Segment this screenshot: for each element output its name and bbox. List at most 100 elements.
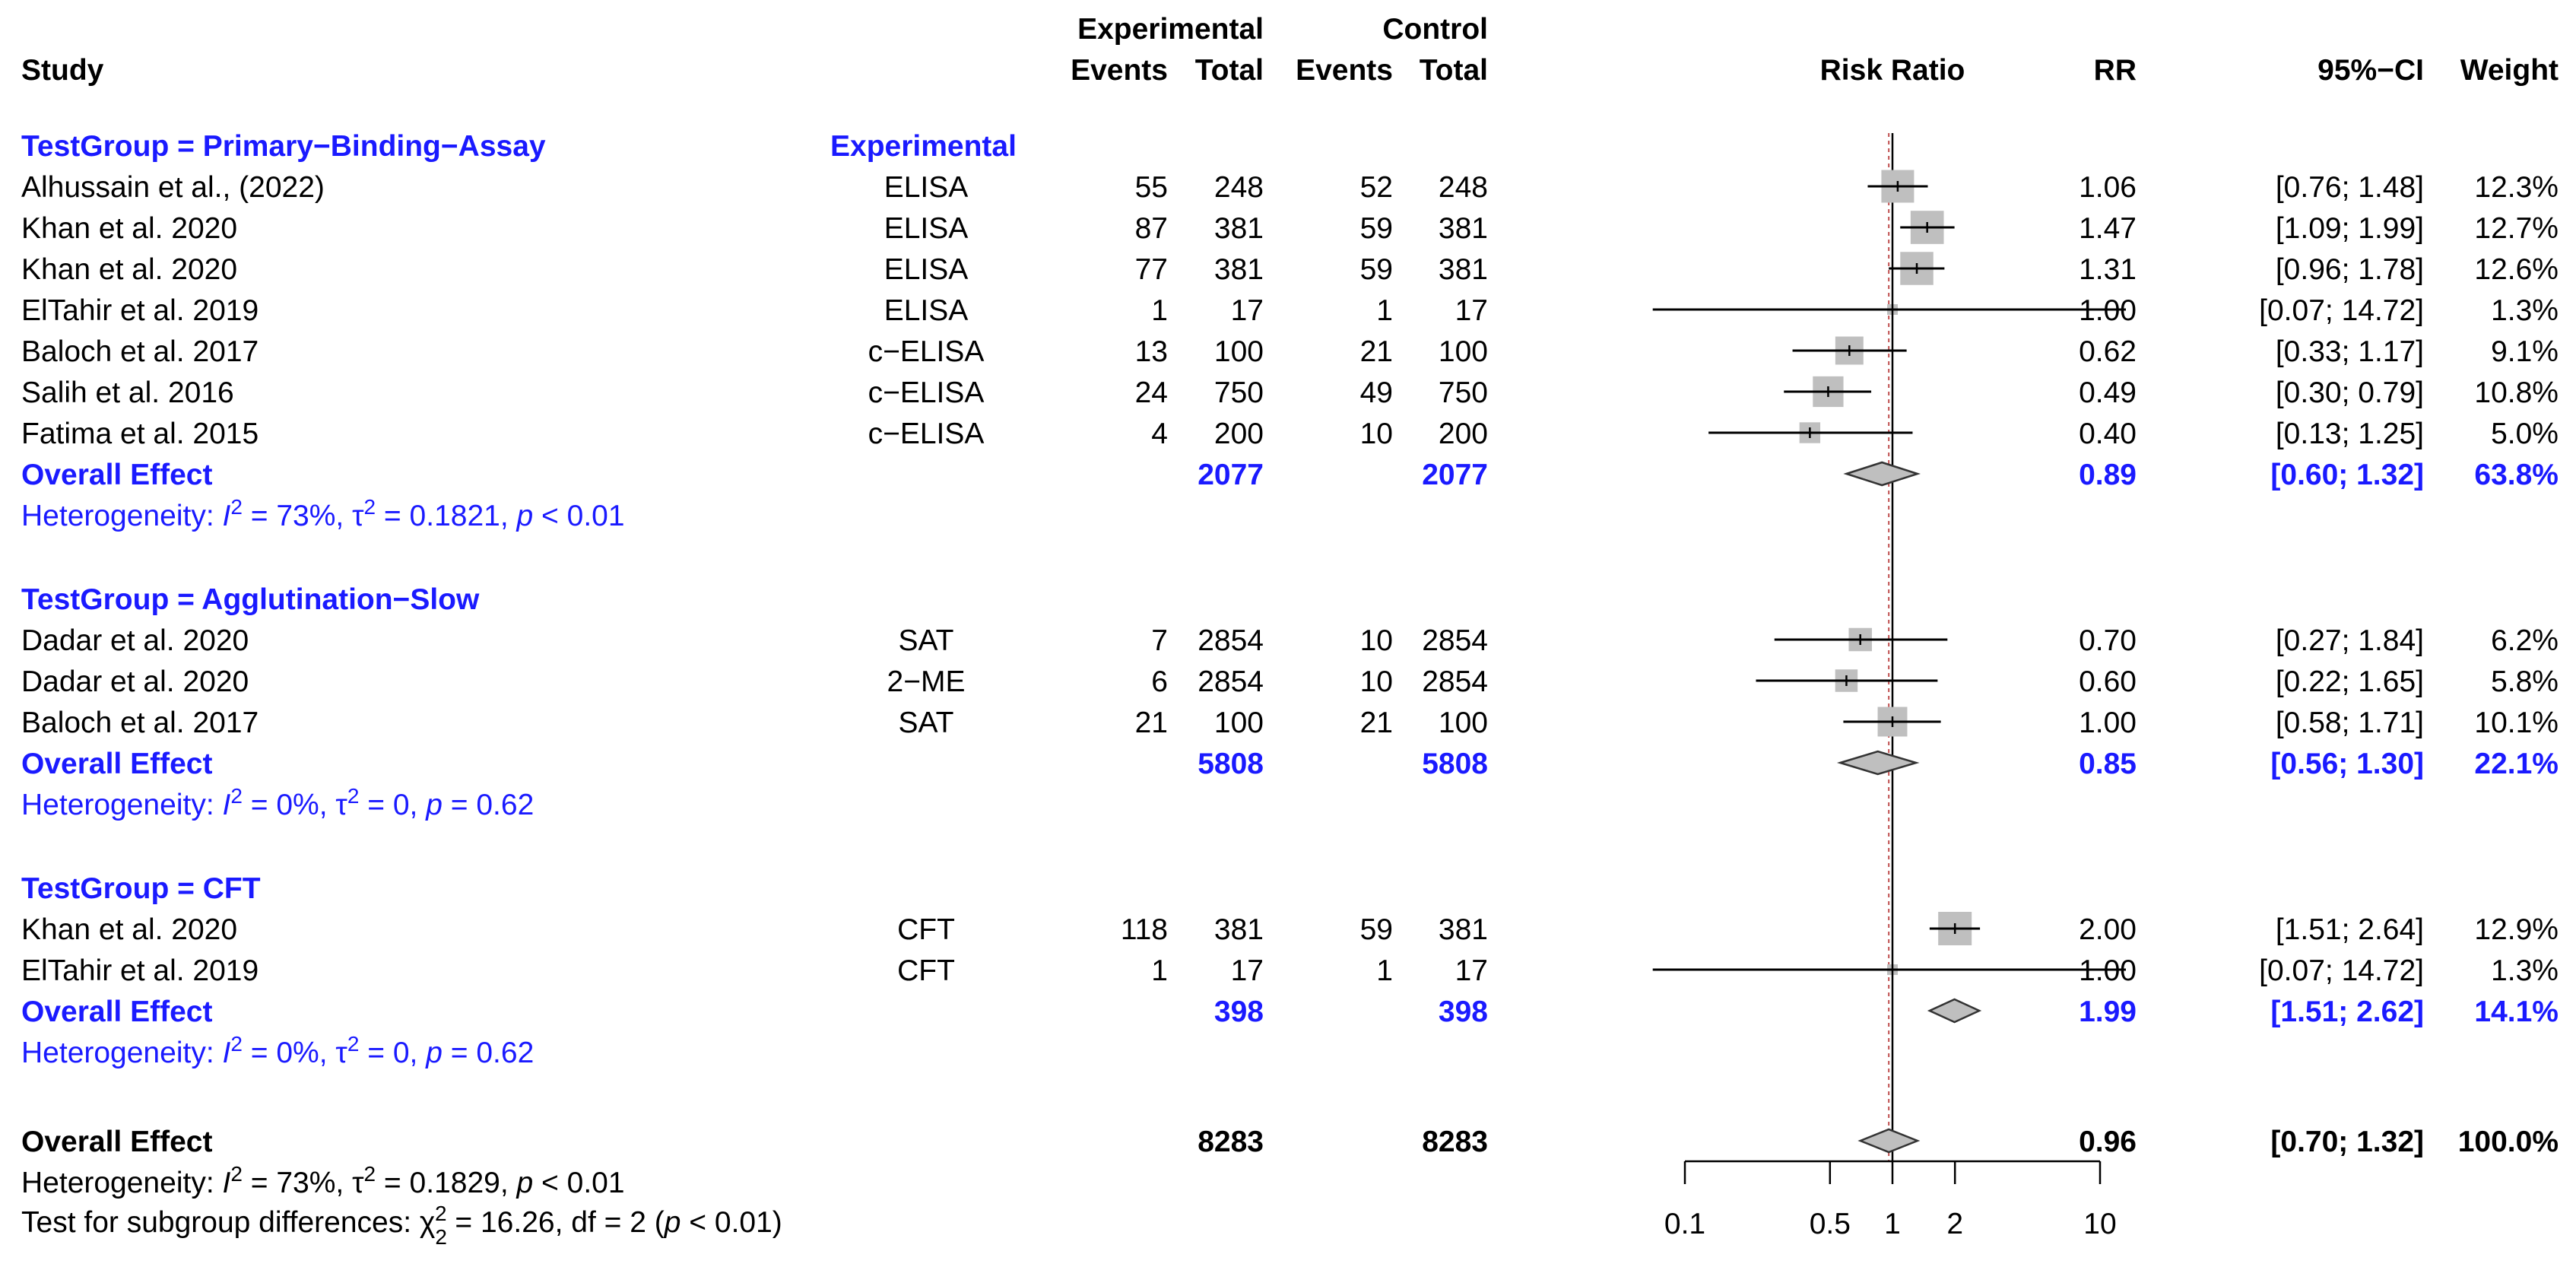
header-ci: 95%−CI (2317, 54, 2424, 87)
study-test: c−ELISA (868, 376, 985, 409)
rr-value: 1.00 (2079, 707, 2137, 739)
het-i2-sup: 2 (230, 495, 243, 519)
weight-value: 6.2% (2491, 624, 2559, 657)
het-p-symbol: p (516, 1167, 534, 1199)
study-test: ELISA (884, 253, 969, 286)
study-name: Dadar et al. 2020 (21, 665, 249, 698)
weight-value: 1.3% (2491, 954, 2559, 987)
exp-total: 381 (1214, 253, 1264, 286)
header-ctl-events: Events (1296, 54, 1393, 87)
x-axis-tick-label: 2 (1946, 1208, 1963, 1240)
ci-value: [1.09; 1.99] (2276, 212, 2424, 245)
study-name: ElTahir et al. 2019 (21, 954, 259, 987)
study-test: CFT (897, 954, 955, 987)
subgroup-ci: [1.51; 2.62] (2270, 996, 2424, 1028)
het-tau2-value: = 0, (359, 1037, 426, 1069)
overall-weight: 100.0% (2458, 1126, 2559, 1158)
subgroup-test: Test for subgroup differences: χ22 = 16.… (21, 1202, 782, 1249)
group-title: TestGroup = CFT (21, 872, 261, 905)
ctl-events: 1 (1376, 954, 1393, 987)
subgroup-weight: 14.1% (2474, 996, 2559, 1028)
het-p-symbol: p (425, 789, 443, 821)
x-axis-tick-label: 0.1 (1664, 1208, 1705, 1240)
exp-total: 2854 (1198, 665, 1264, 698)
ctl-total: 248 (1439, 171, 1488, 204)
header-control: Control (1382, 13, 1488, 46)
rr-value: 0.62 (2079, 335, 2137, 368)
het-i2-value: = 73%, τ (243, 1167, 364, 1199)
exp-total: 100 (1214, 335, 1264, 368)
overall-rr: 0.96 (2079, 1126, 2137, 1158)
exp-total: 200 (1214, 418, 1264, 450)
study-test: CFT (897, 913, 955, 946)
exp-total: 17 (1231, 954, 1264, 987)
ci-value: [0.22; 1.65] (2276, 665, 2424, 698)
het-tau2-sup: 2 (364, 495, 376, 519)
study-name: Baloch et al. 2017 (21, 335, 259, 368)
het-tau2-value: = 0.1829, (376, 1167, 516, 1199)
study-name: Dadar et al. 2020 (21, 624, 249, 657)
header-exp-events: Events (1071, 54, 1168, 87)
exp-total: 100 (1214, 707, 1264, 739)
group-column-label: Experimental (830, 130, 1017, 163)
study-name: Khan et al. 2020 (21, 253, 237, 286)
subgroup-weight: 63.8% (2474, 459, 2559, 491)
overall-exp-total: 8283 (1198, 1126, 1264, 1158)
study-test: ELISA (884, 171, 969, 204)
overall-diamond (1857, 1128, 1921, 1154)
het-i2-symbol: I (223, 789, 231, 821)
x-axis-tick-label: 1 (1884, 1208, 1901, 1240)
study-test: SAT (899, 624, 954, 657)
het-prefix: Heterogeneity: (21, 789, 223, 821)
het-p-value: < 0.01 (533, 500, 624, 532)
study-name: ElTahir et al. 2019 (21, 294, 259, 327)
header-weight: Weight (2460, 54, 2559, 87)
subgroup-ctl-total: 2077 (1422, 459, 1488, 491)
weight-value: 5.8% (2491, 665, 2559, 698)
het-tau2-sup: 2 (347, 1032, 360, 1056)
group-title: TestGroup = Primary−Binding−Assay (21, 130, 546, 163)
subgroup-overall-label: Overall Effect (21, 748, 212, 780)
het-prefix: Heterogeneity: (21, 500, 223, 532)
weight-value: 12.7% (2474, 212, 2559, 245)
subgroup-exp-total: 5808 (1198, 748, 1264, 780)
ctl-total: 100 (1439, 707, 1488, 739)
ctl-events: 1 (1376, 294, 1393, 327)
exp-total: 381 (1214, 913, 1264, 946)
exp-events: 13 (1135, 335, 1168, 368)
ctl-total: 2854 (1422, 665, 1488, 698)
ci-value: [0.07; 14.72] (2259, 294, 2424, 327)
exp-events: 7 (1151, 624, 1168, 657)
ctl-events: 21 (1360, 707, 1393, 739)
ctl-events: 59 (1360, 253, 1393, 286)
subgroup-test-prefix: Test for subgroup differences: χ (21, 1206, 436, 1239)
het-i2-sup: 2 (230, 1032, 243, 1056)
subgroup-weight: 22.1% (2474, 748, 2559, 780)
header-study: Study (21, 54, 104, 87)
exp-events: 87 (1135, 212, 1168, 245)
het-i2-sup: 2 (230, 1162, 243, 1186)
subgroup-rr: 0.89 (2079, 459, 2137, 491)
exp-total: 248 (1214, 171, 1264, 204)
het-tau2-value: = 0, (359, 789, 426, 821)
ci-value: [0.27; 1.84] (2276, 624, 2424, 657)
het-i2-value: = 73%, τ (243, 500, 364, 532)
ctl-events: 10 (1360, 418, 1393, 450)
rr-value: 0.70 (2079, 624, 2137, 657)
exp-total: 2854 (1198, 624, 1264, 657)
overall-ctl-total: 8283 (1422, 1126, 1488, 1158)
header-experimental: Experimental (1077, 13, 1264, 46)
study-name: Khan et al. 2020 (21, 913, 237, 946)
subgroup-diamond (1843, 461, 1921, 487)
exp-events: 1 (1151, 954, 1168, 987)
het-p-value: = 0.62 (443, 1037, 534, 1069)
ctl-total: 381 (1439, 253, 1488, 286)
weight-value: 5.0% (2491, 418, 2559, 450)
het-p-symbol: p (425, 1037, 443, 1069)
subgroup-ci: [0.60; 1.32] (2270, 459, 2424, 491)
study-name: Salih et al. 2016 (21, 376, 234, 409)
rr-value: 2.00 (2079, 913, 2137, 946)
subgroup-overall-label: Overall Effect (21, 459, 212, 491)
ctl-total: 100 (1439, 335, 1488, 368)
